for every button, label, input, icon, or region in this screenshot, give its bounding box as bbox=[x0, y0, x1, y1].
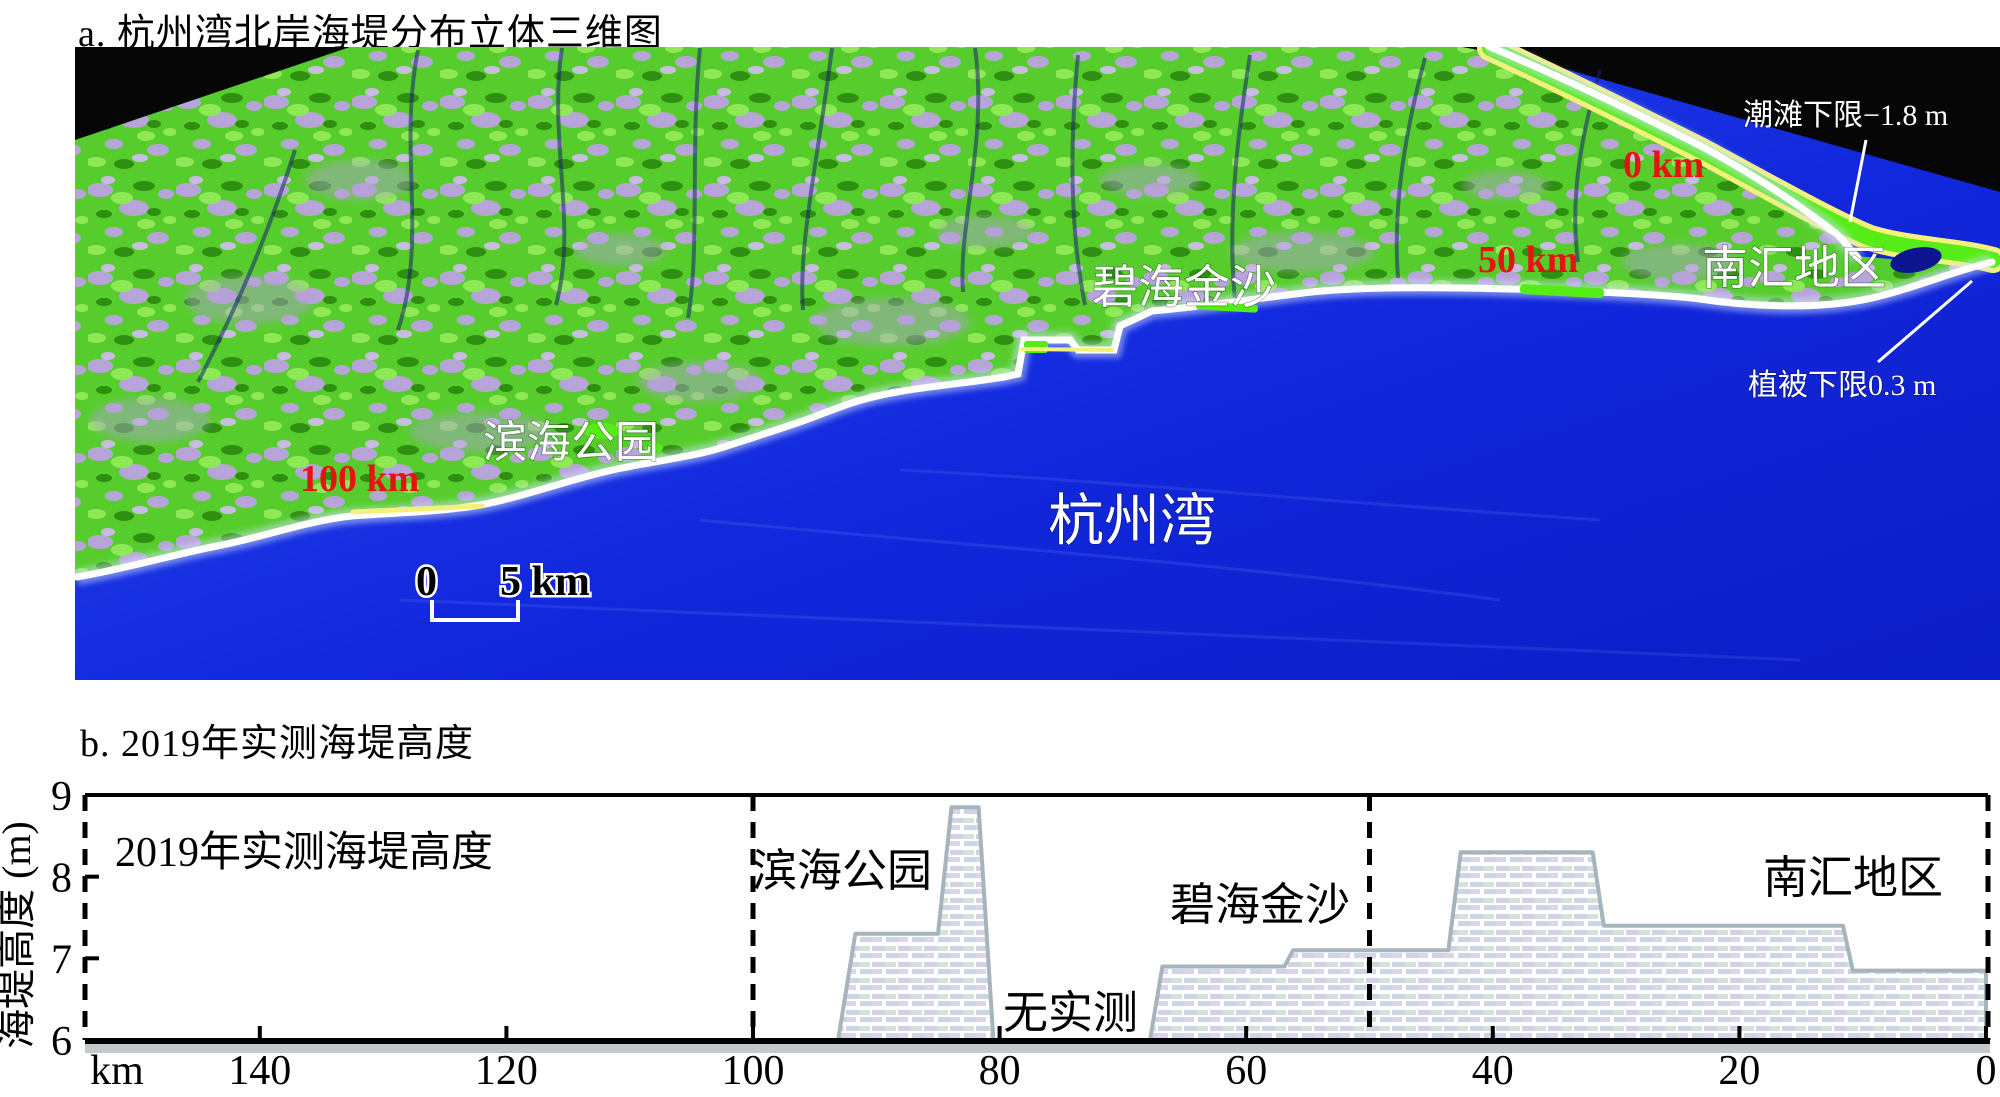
veg-limit-callout-line bbox=[1877, 279, 1973, 364]
section-label-binhai-park: 滨海公园 bbox=[752, 846, 932, 896]
label-veg-limit: 植被下限0.3 m bbox=[1748, 369, 1936, 402]
x-axis-ticks: 140 120 100 80 60 40 20 0 bbox=[228, 1026, 1997, 1094]
label-100km: 100 km bbox=[300, 458, 419, 500]
scale-bar-5km-label: 5 km bbox=[500, 559, 590, 605]
label-tidal-flat-limit: 潮滩下限−1.8 m bbox=[1743, 99, 1948, 132]
shore-green-strips bbox=[584, 284, 1604, 453]
baseline-shadow bbox=[85, 1044, 1990, 1053]
yellow-line-segments bbox=[350, 347, 1114, 515]
x-tick-label: 0 bbox=[1976, 1048, 1997, 1094]
section-label-bihaijinsha: 碧海金沙 bbox=[1170, 880, 1350, 930]
x-tick-label: 60 bbox=[1225, 1048, 1267, 1094]
urban-patches bbox=[90, 160, 1738, 452]
section-label-nanhui-area: 南汇地区 bbox=[1763, 853, 1943, 903]
scale-bar bbox=[430, 600, 520, 622]
x-axis-unit-label: km bbox=[90, 1048, 144, 1094]
x-tick-label: 80 bbox=[979, 1048, 1021, 1094]
callout-lines bbox=[1848, 139, 1973, 364]
x-tick-label: 140 bbox=[228, 1048, 291, 1094]
y-tick-label: 8 bbox=[51, 856, 72, 902]
panel-b-title: b. 2019年实测海堤高度 bbox=[80, 723, 475, 765]
panel-a-scene: 0 5 km 潮滩下限−1.8 m 0 km 50 km 100 km 南汇地区… bbox=[75, 47, 2000, 680]
y-tick-label: 6 bbox=[51, 1019, 72, 1065]
label-hangzhou-bay: 杭州湾 bbox=[1048, 491, 1216, 553]
panel-b-chart: 140 120 100 80 60 40 20 0 9 8 7 6 km 海堤高度 (m) 2019… bbox=[0, 777, 1997, 1094]
x-tick-label: 120 bbox=[475, 1048, 538, 1094]
label-0km: 0 km bbox=[1623, 144, 1704, 186]
label-binhai-park: 滨海公园 bbox=[483, 418, 659, 467]
label-nanhui-area: 南汇地区 bbox=[1702, 243, 1886, 294]
in-plot-title: 2019年实测海堤高度 bbox=[115, 829, 493, 876]
label-50km: 50 km bbox=[1478, 239, 1578, 281]
section-label-no-data: 无实测 bbox=[1003, 988, 1138, 1038]
boundary-lines bbox=[750, 795, 1372, 1040]
y-tick-label: 7 bbox=[51, 937, 72, 983]
y-tick-label: 9 bbox=[51, 777, 72, 820]
x-tick-label: 100 bbox=[722, 1048, 785, 1094]
tidal-flat-callout-line bbox=[1848, 139, 1868, 223]
scale-bar-zero-label: 0 bbox=[416, 559, 437, 605]
x-tick-label: 20 bbox=[1718, 1048, 1760, 1094]
x-tick-label: 40 bbox=[1472, 1048, 1514, 1094]
seawall-line bbox=[75, 47, 1996, 581]
label-bihaijinsha: 碧海金沙 bbox=[1092, 262, 1276, 313]
y-axis-label: 海堤高度 (m) bbox=[0, 821, 39, 1049]
y-axis-ticks: 9 8 7 6 bbox=[51, 777, 99, 1065]
seawall-profile-binhai-park-wall bbox=[836, 805, 996, 1042]
lake bbox=[1890, 247, 1942, 273]
